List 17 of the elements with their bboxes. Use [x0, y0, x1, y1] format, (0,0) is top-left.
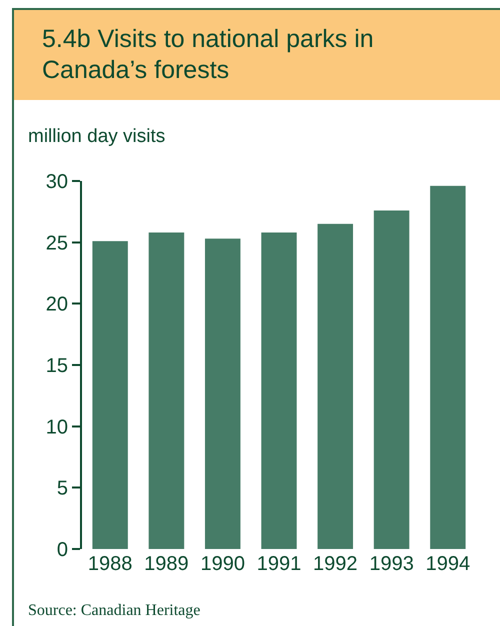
y-tick-label: 25 — [46, 232, 68, 254]
y-tick-label: 5 — [56, 478, 68, 500]
x-tick-label: 1990 — [200, 553, 245, 575]
source-note: Source: Canadian Heritage — [28, 602, 200, 620]
x-tick-label: 1992 — [313, 553, 358, 575]
y-tick-label: 0 — [56, 539, 68, 561]
y-tick-label: 15 — [46, 355, 68, 377]
y-tick-label: 20 — [46, 294, 68, 316]
y-axis-title: million day visits — [28, 126, 166, 148]
y-tick-label: 30 — [46, 171, 68, 193]
x-tick-label: 1991 — [256, 553, 302, 575]
y-tick-label: 10 — [46, 416, 68, 438]
x-tick-label: 1989 — [144, 553, 189, 575]
chart-title: 5.4b Visits to national parks in Canada’s forests — [14, 8, 500, 100]
x-tick-label: 1994 — [426, 553, 470, 575]
x-tick-label: 1993 — [369, 553, 414, 575]
x-tick-label: 1988 — [88, 553, 132, 575]
